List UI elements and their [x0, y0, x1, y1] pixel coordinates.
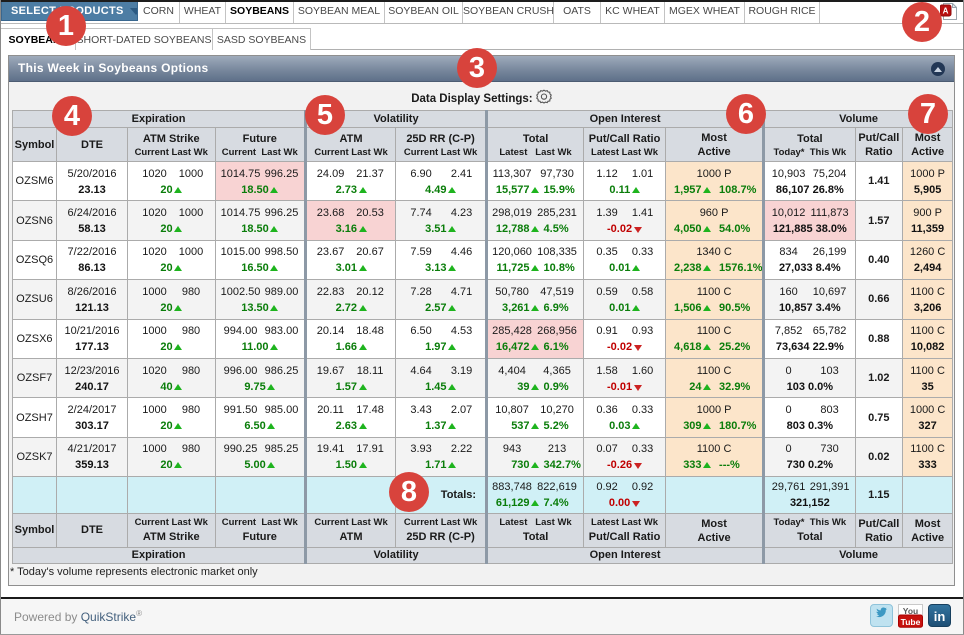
svg-text:You: You — [903, 606, 918, 616]
svg-text:A: A — [943, 7, 949, 16]
svg-text:in: in — [934, 609, 946, 624]
svg-text:Tube: Tube — [901, 617, 921, 627]
